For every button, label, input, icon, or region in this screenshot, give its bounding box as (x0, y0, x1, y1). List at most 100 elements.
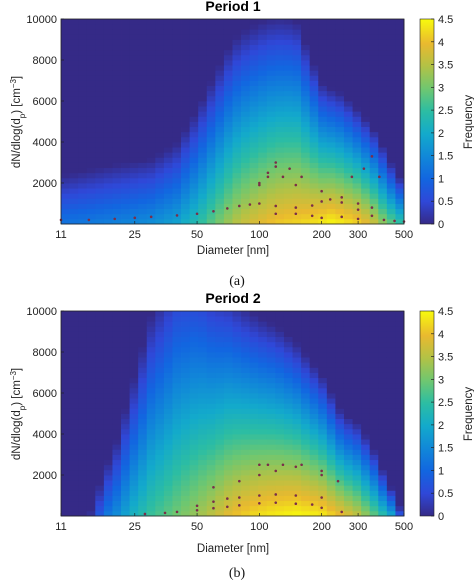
heatmap-cell (86, 367, 96, 373)
heatmap-cell (249, 382, 259, 389)
heatmap-cell (172, 316, 182, 322)
heatmap-cell (352, 490, 362, 496)
heatmap-cell (78, 464, 88, 471)
heatmap-cell (266, 372, 276, 379)
heatmap-cell (266, 121, 276, 128)
heatmap-cell (146, 157, 156, 163)
heatmap-cell (121, 500, 130, 507)
heatmap-cell (395, 459, 405, 466)
heatmap-cell (198, 434, 208, 440)
heatmap-cell (378, 203, 388, 210)
heatmap-cell (138, 464, 148, 471)
heatmap-cell (395, 126, 405, 133)
heatmap-cell (309, 387, 319, 394)
marker-median (212, 209, 215, 213)
heatmap-cell (121, 126, 130, 133)
heatmap-cell (343, 459, 353, 466)
heatmap-cell (369, 398, 379, 404)
heatmap-cell (241, 510, 251, 517)
heatmap-cell (369, 454, 379, 461)
heatmap-cell (352, 65, 362, 71)
heatmap-cell (172, 147, 182, 153)
heatmap-cell (138, 162, 148, 169)
heatmap-cell (215, 485, 225, 491)
heatmap-cell (343, 101, 353, 107)
heatmap-cell (163, 454, 173, 461)
heatmap-cell (369, 372, 379, 379)
heatmap-cell (198, 177, 208, 184)
heatmap-cell (378, 372, 388, 379)
heatmap-cell (361, 95, 371, 102)
x-tick-label: 25 (129, 521, 141, 533)
heatmap-cell (95, 65, 105, 71)
heatmap-cell (172, 90, 182, 97)
heatmap-cell (146, 372, 156, 379)
colorbar-tick-label: 4 (438, 329, 444, 341)
heatmap-cell (69, 101, 79, 107)
heatmap-cell (155, 85, 165, 92)
heatmap-cell (232, 177, 242, 184)
heatmap-cell (249, 311, 259, 317)
heatmap-cell (223, 116, 233, 122)
heatmap-cell (241, 439, 251, 445)
heatmap-cell (326, 24, 336, 30)
heatmap-cell (189, 352, 199, 358)
heatmap-cell (146, 152, 156, 158)
heatmap-cell (292, 183, 302, 189)
heatmap-cell (258, 423, 268, 430)
heatmap-cell (378, 357, 388, 363)
heatmap-cell (215, 101, 225, 107)
heatmap-cell (343, 495, 353, 502)
heatmap-cell (163, 469, 173, 476)
heatmap-cell (386, 475, 396, 481)
heatmap-cell (335, 449, 345, 455)
heatmap-cell (258, 121, 268, 128)
heatmap-cell (395, 90, 405, 97)
heatmap-cell (301, 341, 311, 348)
heatmap-cell (121, 85, 130, 92)
heatmap-cell (146, 362, 156, 368)
heatmap-cell (78, 382, 88, 389)
heatmap-cell (146, 111, 156, 117)
heatmap-cell (189, 172, 199, 179)
marker-q25 (274, 212, 278, 216)
heatmap-cell (258, 177, 268, 184)
heatmap-cell (172, 352, 182, 358)
heatmap-cell (103, 336, 113, 343)
heatmap-cell (275, 136, 285, 143)
heatmap-cell (301, 142, 311, 148)
heatmap-cell (309, 505, 319, 512)
heatmap-cell (223, 423, 233, 430)
heatmap-cell (172, 34, 182, 40)
marker-max (320, 469, 323, 473)
heatmap-cell (163, 65, 173, 71)
heatmap-cell (361, 357, 371, 363)
heatmap-cell (223, 101, 233, 107)
heatmap-cell (121, 183, 130, 189)
heatmap-cell (138, 136, 148, 143)
heatmap-cell (326, 218, 336, 225)
heatmap-cell (206, 500, 216, 507)
heatmap-cell (121, 24, 130, 30)
heatmap-cell (232, 346, 242, 353)
heatmap-cell (241, 321, 251, 327)
heatmap-cell (129, 367, 139, 373)
heatmap-cell (78, 393, 88, 399)
heatmap-cell (249, 464, 259, 471)
heatmap-cell (198, 39, 208, 46)
heatmap-cell (275, 157, 285, 163)
heatmap-cell (112, 311, 122, 317)
heatmap-cell (232, 475, 242, 481)
heatmap-cell (69, 444, 79, 450)
heatmap-cell (343, 157, 353, 163)
heatmap-cell (121, 177, 130, 184)
heatmap-cell (103, 311, 113, 317)
heatmap-cell (386, 85, 396, 92)
marker-median (238, 204, 241, 208)
heatmap-cell (69, 147, 79, 153)
heatmap-cell (129, 336, 139, 343)
heatmap-cell (241, 208, 251, 215)
heatmap-cell (112, 434, 122, 440)
heatmap-cell (189, 44, 199, 51)
heatmap-cell (181, 188, 191, 194)
